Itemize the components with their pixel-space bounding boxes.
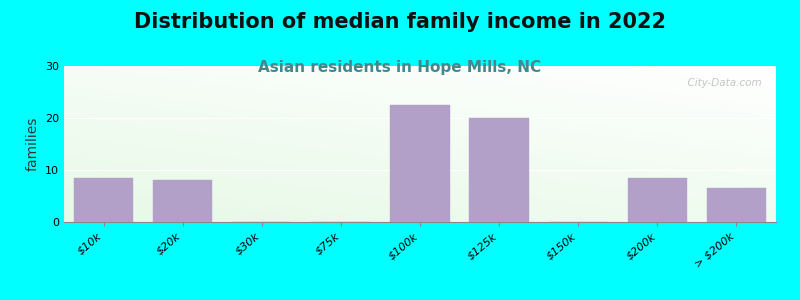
Bar xyxy=(470,118,529,222)
Bar xyxy=(628,178,687,222)
Text: Asian residents in Hope Mills, NC: Asian residents in Hope Mills, NC xyxy=(258,60,542,75)
Bar xyxy=(706,188,766,222)
Bar xyxy=(153,180,212,222)
Bar xyxy=(390,105,450,222)
Bar xyxy=(74,178,134,222)
Y-axis label: families: families xyxy=(26,117,39,171)
Text: Distribution of median family income in 2022: Distribution of median family income in … xyxy=(134,12,666,32)
Text: City-Data.com: City-Data.com xyxy=(681,79,762,88)
